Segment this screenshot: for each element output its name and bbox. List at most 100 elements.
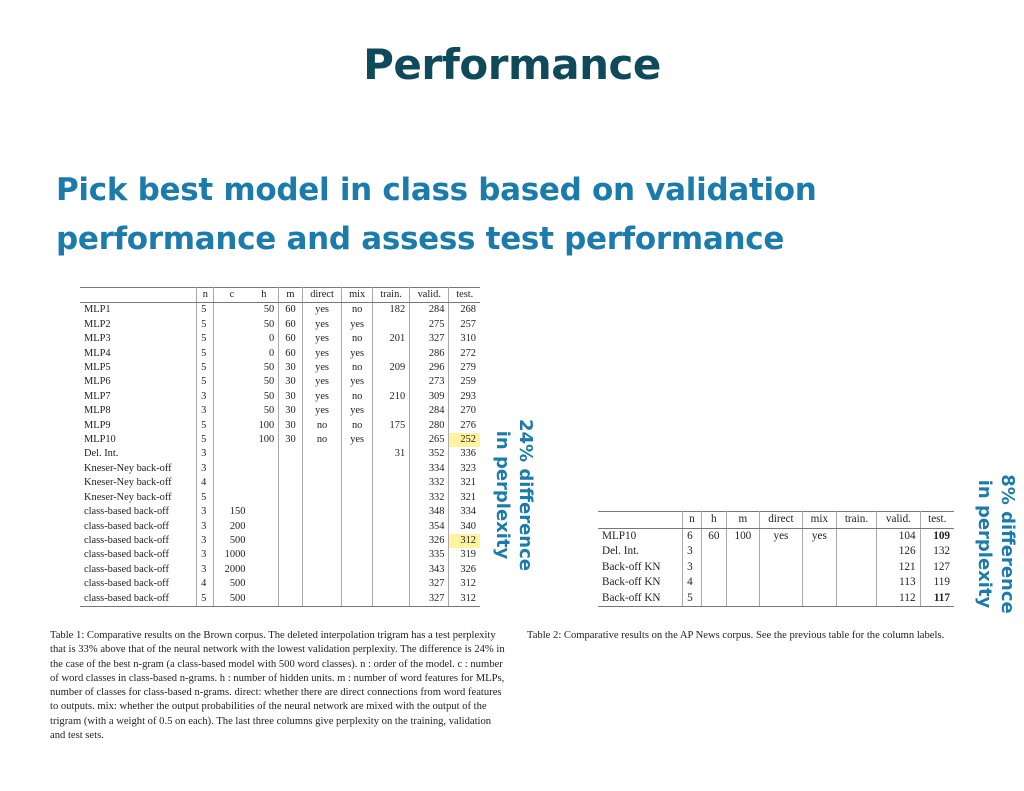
table1-cell — [341, 461, 373, 477]
table1-cell — [341, 577, 373, 592]
table1-note-line-1: 24% difference — [515, 419, 536, 571]
table1-cell: 257 — [460, 318, 476, 330]
table1-row: MLP6 5 50 30 yes yes 273 259 — [80, 375, 480, 390]
table1-cell: 0 — [249, 332, 280, 347]
table2-cell: 6 — [682, 528, 702, 544]
table2-header-test: test. — [920, 511, 954, 529]
table1-cell — [214, 375, 250, 389]
table2-model-name: MLP10 — [598, 528, 684, 544]
table1-model-name: Kneser-Ney back-off — [80, 476, 198, 491]
table1-cell: 60 — [278, 346, 303, 362]
table1-cell: 2000 — [224, 563, 246, 575]
table1-cell — [278, 519, 303, 534]
table1-cell — [341, 591, 373, 607]
table1-cell: 4 — [196, 577, 215, 592]
table1-cell — [278, 548, 303, 563]
table1-cell — [249, 490, 280, 506]
table1-cell: 280 — [409, 418, 450, 434]
table1-cell: yes — [341, 404, 373, 419]
table1-cell: 265 — [409, 433, 450, 448]
table1-cell: 273 — [409, 375, 450, 390]
table1-header-model — [80, 286, 198, 304]
table1-header-train: train. — [372, 286, 411, 304]
table1-cell — [302, 533, 343, 549]
table1-cell — [341, 519, 373, 534]
table1-cell — [214, 390, 250, 404]
table1-model-name: MLP5 — [80, 361, 198, 376]
table1-row: class-based back-off 3 200 354 340 — [80, 519, 480, 534]
table1-model-name: Kneser-Ney back-off — [80, 490, 198, 506]
table1-header-valid: valid. — [409, 286, 450, 304]
table2-cell: 3 — [682, 559, 702, 575]
table1-cell — [278, 505, 303, 520]
table1-cell — [302, 519, 343, 534]
table1-cell — [249, 447, 280, 462]
table1-model-name: MLP6 — [80, 375, 198, 390]
table1-cell: 60 — [278, 317, 303, 333]
table1-cell: 293 — [460, 390, 476, 402]
table1-cell: 284 — [409, 302, 450, 318]
table2-cell — [836, 544, 878, 560]
table1-cell: 352 — [409, 447, 450, 462]
table2-cell — [701, 559, 728, 575]
table1-cell: 60 — [278, 332, 303, 347]
table2-row: Back-off KN 5 112 117 — [598, 590, 954, 607]
table1-cell: 30 — [278, 433, 303, 448]
table1-cell — [302, 591, 343, 607]
table1-difference-note: 24% difference in perplexity — [491, 414, 537, 576]
table1-cell: 275 — [409, 317, 450, 333]
table1-cell — [249, 562, 280, 578]
table1-cell: 5 — [196, 433, 215, 448]
table1-cell: yes — [302, 302, 343, 318]
table1-cell: 30 — [278, 375, 303, 390]
table1-cell: 321 — [460, 477, 476, 489]
table1-cell — [214, 332, 250, 346]
table1-cell: 31 — [372, 447, 411, 462]
table1-cell — [249, 577, 280, 592]
table1-cell — [302, 476, 343, 491]
table1-cell — [214, 447, 250, 461]
table1-model-name: class-based back-off — [80, 505, 198, 520]
table1-cell: 5 — [196, 418, 215, 434]
table1-cell: no — [341, 302, 373, 318]
table1-cell: 3 — [196, 404, 215, 419]
table2-row: MLP10 6 60 100 yes yes 104 109 — [598, 528, 954, 544]
table1-cell: 252 — [448, 433, 480, 448]
table1-cell — [302, 490, 343, 506]
table1-cell: 334 — [460, 506, 476, 518]
table2-cell — [836, 575, 878, 591]
table1-cell — [372, 591, 411, 607]
table2-cell — [802, 590, 837, 607]
table2-header-direct: direct — [759, 511, 804, 529]
slide-title: Performance — [363, 40, 661, 89]
table1-cell — [302, 577, 343, 592]
table2-cell — [726, 544, 760, 560]
table1-cell: 3 — [196, 533, 215, 549]
table1-cell: 334 — [409, 461, 450, 477]
table1-cell: yes — [341, 346, 373, 362]
table1-cell: 50 — [249, 389, 280, 405]
table2-cell: yes — [802, 528, 837, 544]
table1-cell: 343 — [409, 562, 450, 578]
table2-model-name: Back-off KN — [598, 590, 684, 607]
table1-cell: 150 — [229, 506, 246, 518]
table1-row: MLP10 5 100 30 no yes 265 252 — [80, 433, 480, 448]
table1-cell — [214, 433, 250, 447]
table1-cell — [372, 476, 411, 491]
table1-cell — [214, 462, 250, 476]
table2-cell: 126 — [876, 544, 921, 560]
table1-row: MLP7 3 50 30 yes no 210 309 293 — [80, 389, 480, 405]
table1-model-name: MLP2 — [80, 317, 198, 333]
table1-cell — [302, 447, 343, 462]
table1-cell: 201 — [372, 332, 411, 347]
table1-cell: 100 — [249, 418, 280, 434]
table2-model-name: Back-off KN — [598, 575, 684, 591]
table2-header-h: h — [701, 511, 728, 529]
table1-header-h: h — [249, 286, 280, 304]
table1-cell: 30 — [278, 418, 303, 434]
table1-cell — [278, 577, 303, 592]
table2-cell: 104 — [876, 528, 921, 544]
table1-cell: yes — [302, 361, 343, 376]
table1-cell: no — [341, 361, 373, 376]
table2-cell — [802, 559, 837, 575]
